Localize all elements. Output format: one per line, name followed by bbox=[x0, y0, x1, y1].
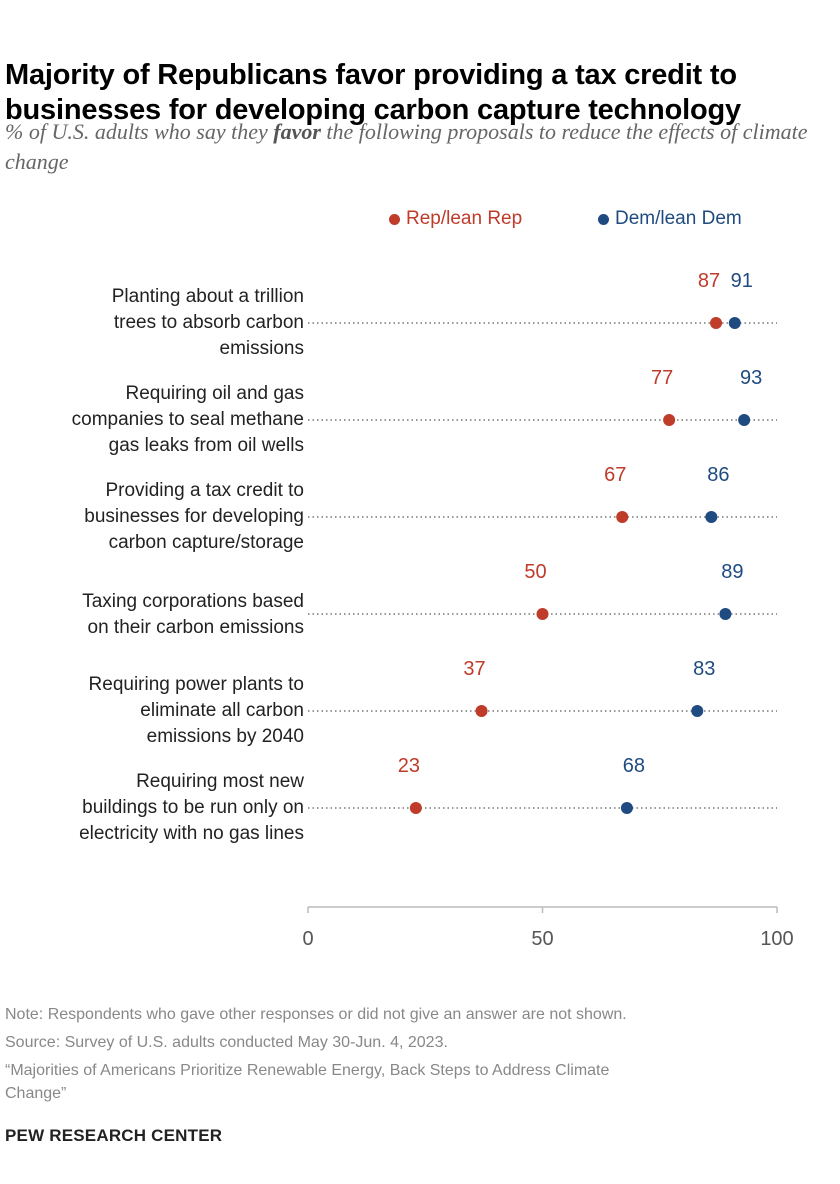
legend-label-rep: Rep/lean Rep bbox=[406, 208, 523, 229]
dem-dot bbox=[705, 511, 718, 523]
dem-dot bbox=[728, 317, 741, 329]
rep-dot bbox=[663, 414, 676, 426]
category-label-line: eliminate all carbon bbox=[140, 700, 304, 721]
category-label-line: emissions bbox=[219, 338, 304, 359]
dem-dot bbox=[719, 608, 732, 620]
category-label-line: Requiring oil and gas bbox=[125, 383, 304, 404]
category-label-line: trees to absorb carbon bbox=[113, 312, 304, 333]
rep-value-label: 37 bbox=[463, 658, 485, 680]
rep-value-label: 87 bbox=[698, 270, 720, 292]
subtitle-text: % of U.S. adults who say they bbox=[5, 119, 274, 144]
rep-value-label: 23 bbox=[398, 755, 420, 777]
category-label-line: companies to seal methane bbox=[71, 409, 304, 430]
category-label-line: Planting about a trillion bbox=[111, 286, 304, 307]
rep-dot bbox=[409, 802, 422, 814]
note: Note: Respondents who gave other respons… bbox=[5, 1006, 627, 1023]
category-label-line: Requiring most new bbox=[136, 771, 304, 792]
category-label: Requiring oil and gas companies to seal m… bbox=[0, 381, 304, 459]
category-label: Requiring most new buildings to be run on… bbox=[0, 769, 304, 847]
dem-value-label: 68 bbox=[623, 755, 645, 777]
brand-logo-text: PEW RESEARCH CENTER bbox=[5, 1126, 223, 1145]
category-label: Taxing corporations based on their carbon… bbox=[0, 589, 304, 641]
rep-value-label: 77 bbox=[651, 367, 673, 389]
category-label: Requiring power plants to eliminate all c… bbox=[0, 672, 304, 750]
category-label: Planting about a trillion trees to absorb… bbox=[0, 284, 304, 362]
category-label-line: businesses for developing bbox=[84, 506, 304, 527]
category-label-line: gas leaks from oil wells bbox=[108, 435, 304, 456]
dem-value-label: 83 bbox=[693, 658, 715, 680]
x-tick-label: 0 bbox=[302, 928, 313, 950]
category-label-line: electricity with no gas lines bbox=[79, 823, 304, 844]
rep-dot bbox=[710, 317, 723, 329]
category-label: Providing a tax credit to businesses for … bbox=[0, 478, 304, 556]
dem-dot bbox=[620, 802, 633, 814]
report-title-line1: “Majorities of Americans Prioritize Rene… bbox=[5, 1062, 610, 1079]
legend-marker-rep bbox=[389, 213, 400, 225]
legend-item-dem: Dem/lean Dem bbox=[598, 208, 742, 230]
legend-marker-dem bbox=[598, 213, 609, 225]
rep-value-label: 67 bbox=[604, 464, 626, 486]
rep-value-label: 50 bbox=[524, 561, 546, 583]
category-label-line: Requiring power plants to bbox=[88, 674, 304, 695]
dem-dot bbox=[691, 705, 704, 717]
legend-item-rep: Rep/lean Rep bbox=[389, 208, 522, 230]
chart-title: Majority of Republicans favor providing … bbox=[5, 59, 741, 126]
dem-dot bbox=[738, 414, 751, 426]
category-label-line: emissions by 2040 bbox=[146, 726, 304, 747]
source: Source: Survey of U.S. adults conducted … bbox=[5, 1034, 448, 1051]
dem-value-label: 93 bbox=[740, 367, 762, 389]
legend-label-dem: Dem/lean Dem bbox=[615, 208, 742, 229]
dem-value-label: 91 bbox=[731, 270, 753, 292]
category-label-line: Taxing corporations based bbox=[82, 591, 304, 612]
category-label-line: carbon capture/storage bbox=[108, 532, 304, 553]
category-label-line: on their carbon emissions bbox=[87, 617, 305, 638]
report-title-line2: Change” bbox=[5, 1085, 67, 1102]
rep-dot bbox=[475, 705, 488, 717]
dem-value-label: 86 bbox=[707, 464, 729, 486]
subtitle-text: the following proposals to reduce the ef… bbox=[5, 119, 808, 174]
category-label-line: Providing a tax credit to bbox=[105, 480, 304, 501]
x-tick-label: 100 bbox=[760, 928, 793, 950]
rep-dot bbox=[616, 511, 629, 523]
x-tick-label: 50 bbox=[531, 928, 553, 950]
chart-subtitle: % of U.S. adults who say they favor the … bbox=[5, 117, 825, 177]
dem-value-label: 89 bbox=[721, 561, 743, 583]
rep-dot bbox=[536, 608, 549, 620]
category-label-line: buildings to be run only on bbox=[82, 797, 304, 818]
subtitle-emphasis: favor bbox=[273, 119, 321, 144]
plot-area: 87 91 77 93 67 86 50 89 37 83 23 68 0 50 100 bbox=[302, 270, 793, 950]
